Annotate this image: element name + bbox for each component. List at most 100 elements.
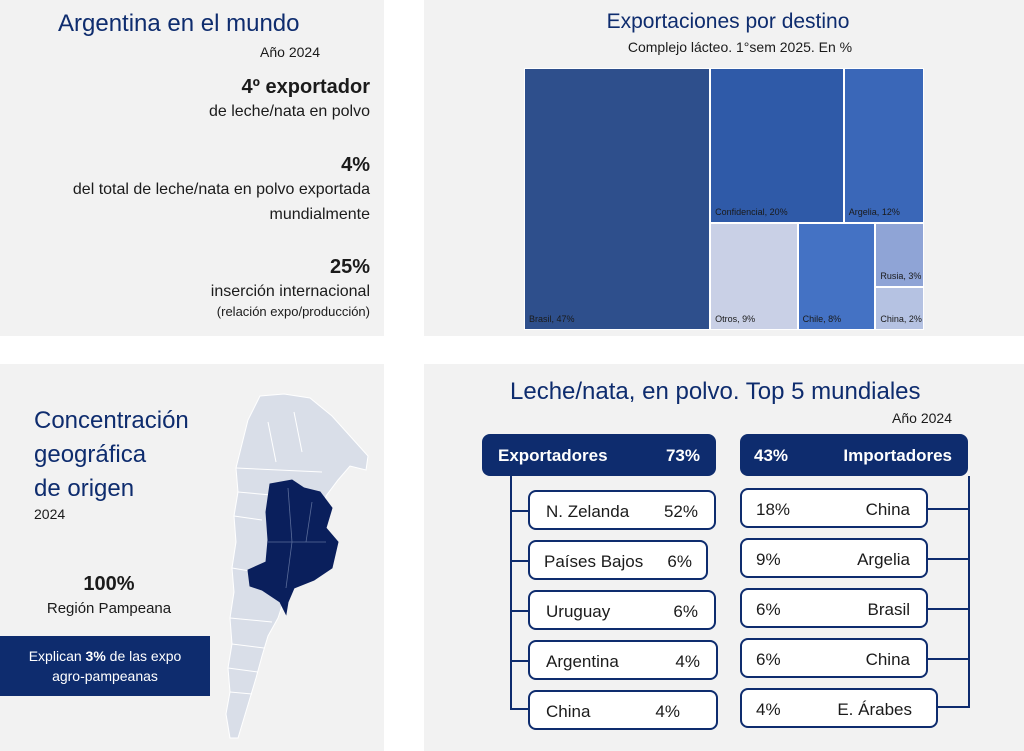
importer-name: Brasil xyxy=(867,600,910,619)
world-title: Argentina en el mundo xyxy=(58,10,300,37)
exporter-name: Uruguay xyxy=(546,602,611,621)
importer-row: 9% Argelia xyxy=(740,538,928,578)
treemap-label: Otros, 9% xyxy=(715,313,756,324)
importer-name: Argelia xyxy=(857,550,910,569)
top5-year: Año 2024 xyxy=(892,410,952,426)
treemap-tile-chile: Chile, 8% xyxy=(797,223,876,330)
importer-row: 6% Brasil xyxy=(740,588,928,628)
importers-connector xyxy=(968,476,970,706)
agro-share-value: 3% xyxy=(85,648,106,664)
origin-title-line3: de origen xyxy=(34,475,135,502)
importer-pct: 6% xyxy=(756,650,781,669)
treemap-tile-argelia: Argelia, 12% xyxy=(843,68,924,224)
exporter-name: Países Bajos xyxy=(544,552,644,571)
treemap-label: Confidencial, 20% xyxy=(715,207,788,218)
importer-tick xyxy=(926,558,968,560)
treemap-label: Argelia, 12% xyxy=(848,207,900,218)
argentina-map xyxy=(225,393,369,739)
agro-share-line1: Explican 3% de las expo xyxy=(0,646,210,666)
treemap-label: China, 2% xyxy=(880,313,922,324)
exporter-pct: 4% xyxy=(655,702,680,721)
importer-pct: 4% xyxy=(756,700,781,719)
stat-insertion-text: inserción internacional xyxy=(210,283,370,300)
pampeana-region xyxy=(247,479,339,616)
stat-insertion: 25% inserción internacional (relación ex… xyxy=(211,256,370,319)
exporter-name: N. Zelanda xyxy=(546,502,630,521)
stat-exporter-rank-value: 4º exportador xyxy=(241,76,370,98)
stat-exporter-rank: 4º exportador de leche/nata en polvo xyxy=(209,76,370,124)
importer-pct: 18% xyxy=(756,500,791,519)
origin-title-line2: geográfica xyxy=(34,441,147,468)
origin-panel: Concentración geográfica de origen 2024 … xyxy=(0,364,384,751)
destinations-subtitle: Complejo lácteo. 1°sem 2025. En % xyxy=(627,39,853,55)
importers-header-label: Importadores xyxy=(843,446,952,465)
exporters-header: Exportadores 73% xyxy=(482,434,716,476)
exporter-pct: 52% xyxy=(663,502,698,521)
stat-world-share-line1: del total de leche/nata en polvo exporta… xyxy=(72,181,370,198)
agro-share-line2: agro-pampeanas xyxy=(52,668,158,684)
stat-exporter-rank-text: de leche/nata en polvo xyxy=(208,103,370,120)
exporter-pct: 6% xyxy=(667,552,692,571)
exporter-row: Países Bajos 6% xyxy=(528,540,708,580)
stat-world-share: 4% del total de leche/nata en polvo expo… xyxy=(73,154,370,227)
treemap-tile-china: China, 2% xyxy=(875,287,924,330)
treemap-tile-rusia: Rusia, 3% xyxy=(875,223,924,288)
exporter-tick xyxy=(510,610,528,612)
exporter-pct: 4% xyxy=(675,652,700,671)
agro-share-box: Explican 3% de las expo agro-pampeanas xyxy=(0,636,210,696)
treemap-chart: Brasil, 47% Confidencial, 20% Argelia, 12%… xyxy=(524,68,924,330)
exporter-tick xyxy=(510,560,528,562)
agro-share-post: de las expo xyxy=(105,648,182,664)
importer-name: E. Árabes xyxy=(837,700,912,719)
origin-region: Región Pampeana xyxy=(46,600,172,617)
importer-tick xyxy=(936,706,970,708)
exporter-tick xyxy=(510,660,528,662)
province-borders xyxy=(227,411,323,695)
importer-name: China xyxy=(865,650,910,669)
exporters-connector xyxy=(510,476,512,710)
agro-share-pre: Explican xyxy=(28,648,86,664)
stat-world-share-value: 4% xyxy=(341,154,370,176)
exporters-header-label: Exportadores xyxy=(498,446,608,465)
importer-row: 4% E. Árabes xyxy=(740,688,938,728)
origin-share: 100% xyxy=(83,573,135,595)
exporter-row: Argentina 4% xyxy=(528,640,718,680)
exporter-row: China 4% xyxy=(528,690,718,730)
exporter-pct: 6% xyxy=(673,602,698,621)
exporter-row: Uruguay 6% xyxy=(528,590,716,630)
treemap-tile-otros: Otros, 9% xyxy=(710,223,798,330)
origin-title-line1: Concentración xyxy=(34,407,189,434)
treemap-label: Rusia, 3% xyxy=(880,271,922,282)
world-panel: Argentina en el mundo Año 2024 4º export… xyxy=(0,0,384,336)
origin-title: Concentración geográfica de origen xyxy=(34,404,224,506)
origin-year: 2024 xyxy=(34,506,66,522)
exporter-row: N. Zelanda 52% xyxy=(528,490,716,530)
top5-title: Leche/nata, en polvo. Top 5 mundiales xyxy=(510,378,921,405)
importers-header: 43% Importadores xyxy=(740,434,968,476)
importer-tick xyxy=(926,658,968,660)
treemap-label: Brasil, 47% xyxy=(529,314,575,324)
pampeana-borders xyxy=(268,487,326,589)
exporter-tick xyxy=(510,510,528,512)
treemap-tile-confidencial: Confidencial, 20% xyxy=(710,68,844,224)
exporter-tick xyxy=(510,708,528,710)
stat-world-share-line2: mundialmente xyxy=(269,206,371,223)
importer-tick xyxy=(926,508,968,510)
treemap-label: Chile, 8% xyxy=(802,313,842,324)
exporters-header-total: 73% xyxy=(665,446,700,465)
world-year: Año 2024 xyxy=(260,44,320,60)
treemap-tile-brasil: Brasil, 47% xyxy=(524,68,711,330)
exporter-name: China xyxy=(546,702,591,721)
importer-name: China xyxy=(865,500,910,519)
importer-tick xyxy=(926,608,968,610)
importer-pct: 6% xyxy=(756,600,781,619)
importer-row: 18% China xyxy=(740,488,928,528)
importer-row: 6% China xyxy=(740,638,928,678)
exporter-name: Argentina xyxy=(546,652,619,671)
destinations-panel: Exportaciones por destino Complejo lácte… xyxy=(424,0,1024,336)
destinations-title: Exportaciones por destino xyxy=(606,10,850,33)
top5-panel: Leche/nata, en polvo. Top 5 mundiales Añ… xyxy=(424,364,1024,751)
stat-insertion-value: 25% xyxy=(329,256,370,278)
importer-pct: 9% xyxy=(756,550,781,569)
stat-insertion-note: (relación expo/producción) xyxy=(216,304,370,319)
